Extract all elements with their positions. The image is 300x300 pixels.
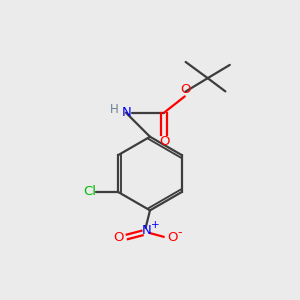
Text: N: N: [122, 106, 131, 118]
Text: -: -: [178, 226, 182, 239]
Text: Cl: Cl: [83, 185, 96, 199]
Text: +: +: [151, 220, 159, 230]
Text: N: N: [142, 224, 152, 238]
Text: H: H: [110, 103, 119, 116]
Text: O: O: [113, 231, 124, 244]
Text: O: O: [167, 231, 177, 244]
Text: O: O: [180, 83, 190, 96]
Text: O: O: [159, 135, 169, 148]
